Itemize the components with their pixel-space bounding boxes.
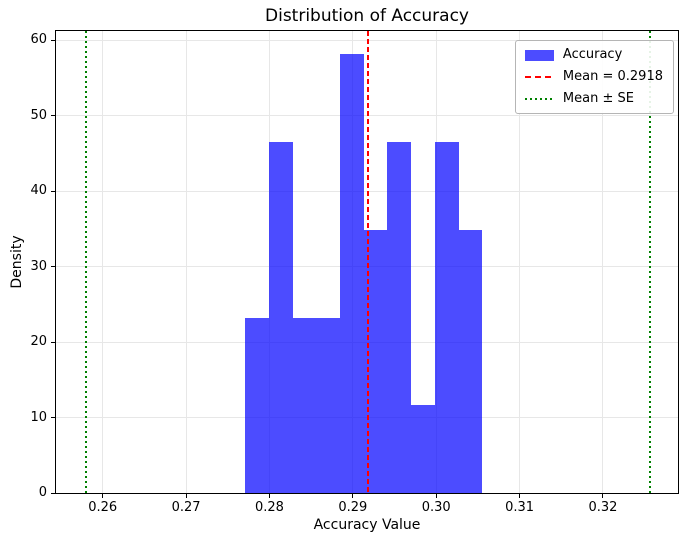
mean-line bbox=[366, 31, 369, 493]
histogram-bar bbox=[387, 141, 412, 493]
x-tick-label: 0.32 bbox=[588, 500, 618, 515]
x-tick-label: 0.26 bbox=[88, 500, 118, 515]
x-tick-mark bbox=[602, 494, 604, 498]
legend-dashed-line-sample bbox=[524, 76, 554, 78]
plot-area: Accuracy Mean = 0.2918 Mean ± SE bbox=[55, 30, 679, 494]
reference-line-layer bbox=[56, 31, 678, 493]
legend-dotted-line-sample bbox=[524, 98, 554, 100]
legend-item-se: Mean ± SE bbox=[524, 91, 663, 107]
y-tick-mark bbox=[51, 190, 55, 192]
x-tick-mark bbox=[268, 494, 270, 498]
y-tick-label: 20 bbox=[30, 334, 47, 350]
legend-item-accuracy: Accuracy bbox=[524, 47, 663, 63]
histogram-bar bbox=[316, 317, 341, 493]
y-tick-label: 60 bbox=[30, 32, 47, 48]
x-tick-label: 0.30 bbox=[421, 500, 451, 515]
y-tick-label: 0 bbox=[38, 485, 47, 500]
x-tick-mark bbox=[102, 494, 104, 498]
x-tick-label: 0.31 bbox=[505, 500, 535, 515]
legend-label-accuracy: Accuracy bbox=[562, 47, 623, 62]
histogram-bar bbox=[292, 317, 317, 493]
histogram-bar bbox=[340, 54, 364, 493]
histogram-bar bbox=[363, 229, 388, 493]
y-tick-label: 30 bbox=[30, 258, 47, 274]
y-tick-mark bbox=[51, 115, 55, 117]
y-tick-mark bbox=[51, 417, 55, 418]
gridline-vertical bbox=[185, 31, 187, 493]
se-line bbox=[648, 31, 651, 493]
y-tick-mark bbox=[51, 266, 55, 268]
histogram-bar bbox=[458, 229, 483, 493]
legend-label-mean: Mean = 0.2918 bbox=[562, 69, 663, 84]
legend-swatch-accuracy bbox=[524, 49, 554, 61]
y-tick-mark bbox=[51, 39, 55, 41]
gridline-vertical bbox=[602, 31, 604, 493]
histogram-bar bbox=[411, 405, 435, 493]
legend: Accuracy Mean = 0.2918 Mean ± SE bbox=[514, 40, 674, 114]
x-tick-label: 0.28 bbox=[254, 500, 284, 515]
legend-label-se: Mean ± SE bbox=[562, 91, 634, 106]
y-tick-label: 40 bbox=[30, 183, 47, 199]
gridline-vertical bbox=[102, 31, 104, 493]
histogram-bar bbox=[268, 141, 293, 493]
histogram-layer bbox=[56, 31, 678, 493]
y-tick-label: 10 bbox=[30, 409, 47, 425]
y-tick-mark bbox=[51, 492, 55, 494]
x-tick-mark bbox=[435, 494, 437, 498]
legend-item-mean: Mean = 0.2918 bbox=[524, 69, 663, 85]
x-tick-label: 0.27 bbox=[171, 500, 201, 515]
y-tick-mark bbox=[51, 341, 55, 343]
histogram-bar bbox=[245, 317, 269, 493]
se-line bbox=[85, 31, 88, 493]
gridline-vertical bbox=[519, 31, 521, 493]
x-tick-label: 0.29 bbox=[338, 500, 368, 515]
chart-title: Distribution of Accuracy bbox=[265, 6, 469, 26]
x-tick-mark bbox=[185, 494, 187, 498]
x-tick-mark bbox=[519, 494, 521, 498]
y-tick-label: 50 bbox=[30, 107, 47, 123]
histogram-bar bbox=[434, 141, 459, 493]
x-tick-mark bbox=[352, 494, 354, 498]
x-axis-label: Accuracy Value bbox=[313, 517, 421, 533]
